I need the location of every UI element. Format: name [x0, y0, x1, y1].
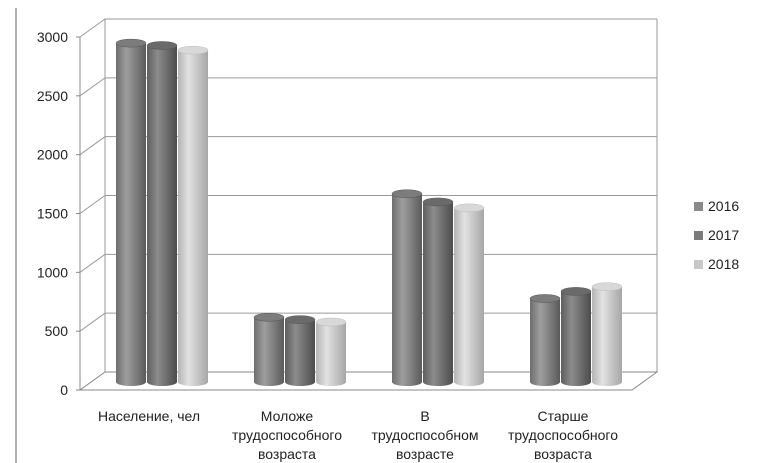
- cylinder-top: [391, 189, 423, 198]
- bar-2017-cat-3: [422, 197, 454, 386]
- chart-floor: [78, 371, 659, 391]
- bar-2016-cat-3: [391, 189, 423, 386]
- cylinder-top: [453, 203, 485, 213]
- bar-2018-cat-1: [177, 45, 209, 387]
- cylinder-body: [147, 45, 177, 387]
- bar-2018-cat-2: [315, 317, 347, 386]
- legend-swatch: [694, 231, 703, 240]
- legend: 2016 2017 2018: [694, 198, 739, 272]
- cylinder-top: [591, 282, 623, 291]
- category-label-1: Население, чел: [98, 408, 200, 424]
- chart-frame: [15, 8, 659, 463]
- cylinder-top: [422, 197, 454, 207]
- bar-2018-cat-4: [591, 282, 623, 386]
- y-tick-label: 1500: [37, 206, 68, 222]
- cylinder-body: [454, 207, 484, 386]
- category-label-4: Старше трудоспособного возраста: [508, 408, 618, 462]
- cylinder-top: [177, 45, 209, 55]
- gridlines: [79, 18, 657, 332]
- cylinder-top: [529, 294, 561, 303]
- bars: [115, 38, 623, 387]
- y-tick-label: 3000: [37, 29, 68, 45]
- cylinder-body: [530, 298, 560, 386]
- x-axis: Население, чел Моложе трудоспособного возра…: [98, 408, 618, 462]
- gridline: [79, 77, 657, 97]
- y-tick-label: 500: [45, 323, 69, 339]
- legend-item-2018: 2018: [694, 256, 739, 272]
- bar-2017-cat-2: [284, 315, 316, 386]
- cylinder-body: [592, 286, 622, 386]
- y-axis: 0 500 1000 1500 2000 2500 3000: [37, 29, 80, 398]
- legend-label: 2016: [708, 198, 739, 214]
- bar-2016-cat-2: [253, 313, 285, 386]
- cylinder-body: [116, 43, 146, 387]
- cylinder-body: [423, 201, 453, 386]
- cylinder-body: [178, 50, 208, 387]
- cylinder-top: [115, 38, 147, 48]
- cylinder-top: [253, 313, 285, 322]
- bar-2016-cat-1: [115, 38, 147, 387]
- cylinder-body: [254, 317, 284, 386]
- legend-item-2017: 2017: [694, 227, 739, 243]
- cylinder-body: [316, 321, 346, 386]
- y-tick-label: 2500: [37, 88, 68, 104]
- cylinder-top: [284, 315, 316, 324]
- category-label-2: Моложе трудоспособного возраста: [232, 408, 342, 462]
- gridline: [79, 195, 657, 214]
- bar-2017-cat-4: [560, 287, 592, 386]
- bar-2016-cat-4: [529, 294, 561, 386]
- cylinder-top: [560, 287, 592, 296]
- y-tick-label: 0: [60, 382, 68, 398]
- legend-label: 2017: [708, 227, 739, 243]
- gridline: [79, 18, 657, 38]
- y-tick-label: 2000: [37, 147, 68, 163]
- legend-item-2016: 2016: [694, 198, 739, 214]
- cylinder-body: [561, 291, 591, 386]
- gridline: [79, 136, 657, 156]
- cylinder-body: [285, 319, 315, 386]
- legend-label: 2018: [708, 256, 739, 272]
- bar-2018-cat-3: [453, 203, 485, 386]
- legend-swatch: [694, 260, 703, 269]
- cylinder-top: [315, 317, 347, 327]
- y-tick-label: 1000: [37, 264, 68, 280]
- cylinder-body: [392, 193, 422, 386]
- cylinder-top: [146, 41, 178, 50]
- bar-2017-cat-1: [146, 41, 178, 387]
- legend-swatch: [694, 202, 703, 211]
